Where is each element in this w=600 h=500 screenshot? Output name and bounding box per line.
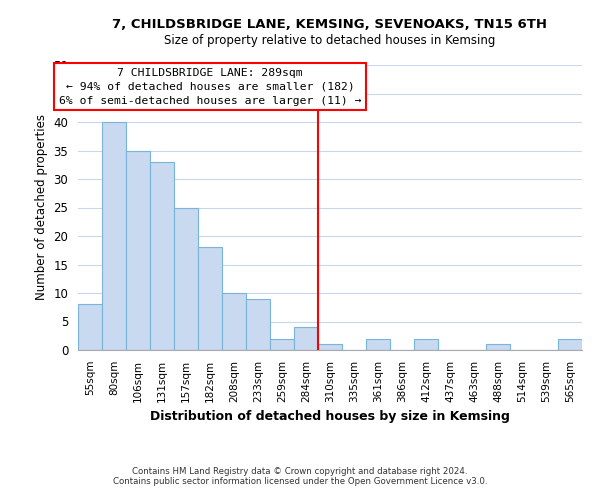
- Text: Contains public sector information licensed under the Open Government Licence v3: Contains public sector information licen…: [113, 477, 487, 486]
- Bar: [366, 338, 390, 350]
- Bar: [126, 150, 150, 350]
- Bar: [222, 293, 246, 350]
- Bar: [270, 338, 294, 350]
- Bar: [150, 162, 174, 350]
- Bar: [318, 344, 342, 350]
- Text: 7, CHILDSBRIDGE LANE, KEMSING, SEVENOAKS, TN15 6TH: 7, CHILDSBRIDGE LANE, KEMSING, SEVENOAKS…: [113, 18, 548, 30]
- Bar: [102, 122, 126, 350]
- Bar: [198, 248, 222, 350]
- Bar: [246, 298, 270, 350]
- Bar: [174, 208, 198, 350]
- Bar: [414, 338, 438, 350]
- Y-axis label: Number of detached properties: Number of detached properties: [35, 114, 48, 300]
- Bar: [558, 338, 582, 350]
- Text: 7 CHILDSBRIDGE LANE: 289sqm
← 94% of detached houses are smaller (182)
6% of sem: 7 CHILDSBRIDGE LANE: 289sqm ← 94% of det…: [59, 68, 361, 106]
- Text: Size of property relative to detached houses in Kemsing: Size of property relative to detached ho…: [164, 34, 496, 47]
- Bar: [294, 327, 318, 350]
- Bar: [486, 344, 510, 350]
- Bar: [78, 304, 102, 350]
- Text: Contains HM Land Registry data © Crown copyright and database right 2024.: Contains HM Land Registry data © Crown c…: [132, 467, 468, 476]
- X-axis label: Distribution of detached houses by size in Kemsing: Distribution of detached houses by size …: [150, 410, 510, 423]
